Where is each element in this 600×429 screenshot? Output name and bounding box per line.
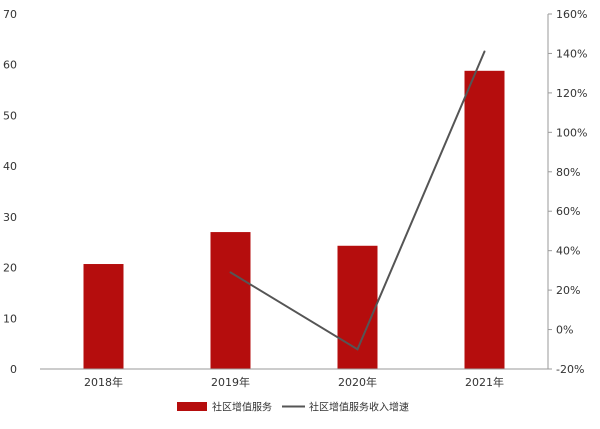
right-y-tick-2: 20% (556, 284, 580, 297)
x-tick-0: 2018年 (84, 375, 123, 389)
x-tick-3: 2021年 (465, 375, 504, 389)
x-tick-1: 2019年 (211, 375, 250, 389)
left-y-tick-0: 0 (10, 363, 17, 376)
bar-0 (83, 264, 124, 369)
right-y-tick-3: 40% (556, 245, 580, 258)
legend-label-line: 社区增值服务收入增速 (309, 401, 409, 414)
legend-label-bar: 社区增值服务 (212, 401, 272, 414)
line-series (229, 50, 486, 351)
left-y-tick-5: 50 (3, 109, 17, 122)
legend: 社区增值服务 社区增值服务收入增速 (177, 401, 409, 414)
left-y-tick-2: 20 (3, 262, 17, 275)
right-y-tick-1: 0% (556, 324, 573, 337)
right-y-tick-9: 160% (556, 8, 587, 21)
growth-point-1 (229, 271, 232, 274)
left-y-tick-1: 10 (3, 312, 17, 325)
left-y-tick-7: 70 (3, 8, 17, 21)
bar-3 (464, 70, 505, 370)
growth-point-3 (483, 50, 486, 53)
left-y-tick-6: 60 (3, 59, 17, 72)
right-y-tick-6: 100% (556, 126, 587, 139)
legend-swatch-bar (177, 402, 207, 411)
chart-axes: 0 10 20 30 40 50 60 70 -20% 0% 20% 40% 60% 80% 100% 120… (3, 8, 587, 389)
right-y-tick-8: 140% (556, 47, 587, 60)
right-y-tick-4: 60% (556, 205, 580, 218)
x-tick-2: 2020年 (338, 375, 377, 389)
right-y-tick-0: -20% (556, 363, 584, 376)
left-y-tick-4: 40 (3, 160, 17, 173)
right-y-tick-5: 80% (556, 166, 580, 179)
bar-2 (337, 245, 378, 369)
left-y-tick-3: 30 (3, 211, 17, 224)
bar-series (83, 70, 505, 370)
right-y-tick-7: 120% (556, 87, 587, 100)
growth-point-2 (356, 348, 359, 351)
bar-1 (210, 232, 251, 369)
